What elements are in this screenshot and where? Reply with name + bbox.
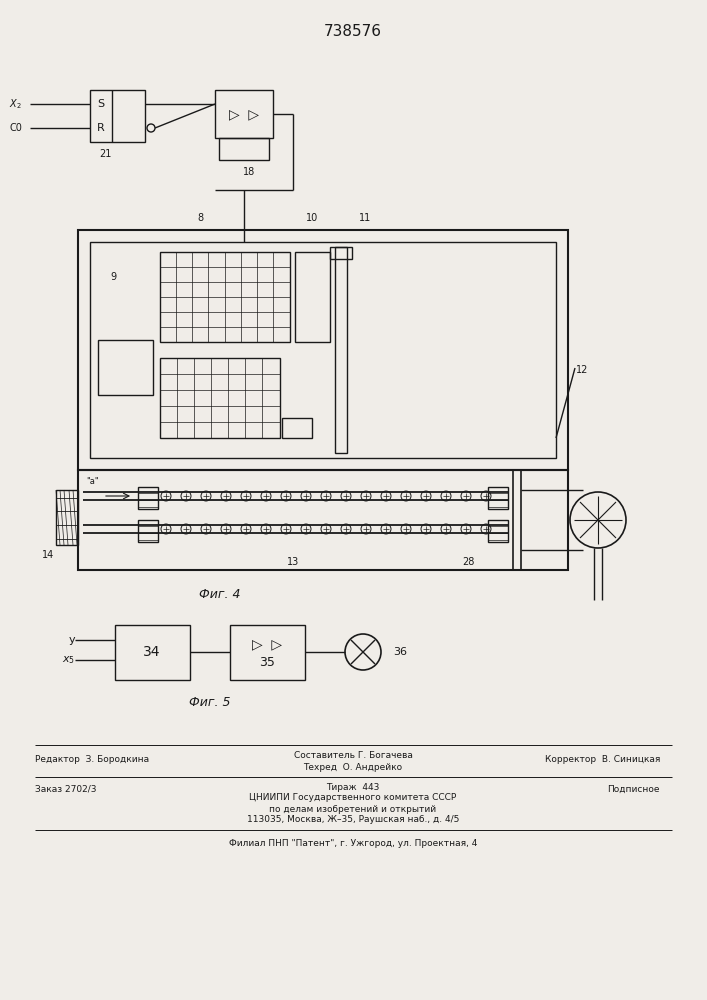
Text: 14: 14 <box>42 550 54 560</box>
Text: 8: 8 <box>197 213 203 223</box>
Text: 12: 12 <box>576 365 588 375</box>
Bar <box>330 247 352 259</box>
Text: 18: 18 <box>243 167 255 177</box>
Bar <box>488 520 508 542</box>
Text: Техред  О. Андрейко: Техред О. Андрейко <box>303 762 402 772</box>
Text: Редактор  З. Бородкина: Редактор З. Бородкина <box>35 754 149 764</box>
Text: C0: C0 <box>9 123 22 133</box>
Text: 13: 13 <box>287 557 299 567</box>
Bar <box>90 242 556 458</box>
Bar <box>98 340 153 395</box>
Bar <box>78 470 568 570</box>
Text: $X_2$: $X_2$ <box>9 97 22 111</box>
Bar <box>56 490 78 545</box>
Bar <box>115 625 190 680</box>
Text: R: R <box>97 123 105 133</box>
Text: ЦНИИПИ Государственного комитета СССР: ЦНИИПИ Государственного комитета СССР <box>250 794 457 802</box>
Bar <box>78 230 568 470</box>
Bar <box>219 138 269 160</box>
Text: 113035, Москва, Ж–35, Раушская наб., д. 4/5: 113035, Москва, Ж–35, Раушская наб., д. … <box>247 816 459 824</box>
Text: y: y <box>69 635 75 645</box>
Bar <box>282 418 312 438</box>
Bar <box>138 487 158 509</box>
Bar <box>335 247 347 453</box>
Bar <box>215 90 273 138</box>
Text: по делам изобретений и открытий: по делам изобретений и открытий <box>269 804 436 814</box>
Text: "a": "a" <box>87 478 99 487</box>
Text: Фиг. 5: Фиг. 5 <box>189 696 230 708</box>
Text: 9: 9 <box>110 272 116 282</box>
Bar <box>230 625 305 680</box>
Bar <box>160 252 290 342</box>
Text: 11: 11 <box>359 213 371 223</box>
Text: Подписное: Подписное <box>607 784 660 794</box>
Text: S: S <box>98 99 105 109</box>
Text: 36: 36 <box>393 647 407 657</box>
Bar <box>160 358 280 438</box>
Text: 738576: 738576 <box>324 24 382 39</box>
Text: $x_5$: $x_5$ <box>62 654 75 666</box>
Text: ▷  ▷: ▷ ▷ <box>229 107 259 121</box>
Bar <box>138 520 158 542</box>
Text: Составитель Г. Богачева: Составитель Г. Богачева <box>293 750 412 760</box>
Text: 21: 21 <box>99 149 111 159</box>
Text: 10: 10 <box>306 213 318 223</box>
Text: 35: 35 <box>259 656 275 668</box>
Text: ▷  ▷: ▷ ▷ <box>252 637 282 651</box>
Text: 28: 28 <box>462 557 474 567</box>
Text: Тираж  443: Тираж 443 <box>327 782 380 792</box>
Bar <box>90 90 145 142</box>
Text: Филиал ПНП "Патент", г. Ужгород, ул. Проектная, 4: Филиал ПНП "Патент", г. Ужгород, ул. Про… <box>229 838 477 848</box>
Text: Фиг. 4: Фиг. 4 <box>199 588 241 601</box>
Bar <box>488 487 508 509</box>
Text: Заказ 2702/3: Заказ 2702/3 <box>35 784 96 794</box>
Text: 34: 34 <box>144 645 160 659</box>
Bar <box>295 252 330 342</box>
Text: Корректор  В. Синицкая: Корректор В. Синицкая <box>544 754 660 764</box>
